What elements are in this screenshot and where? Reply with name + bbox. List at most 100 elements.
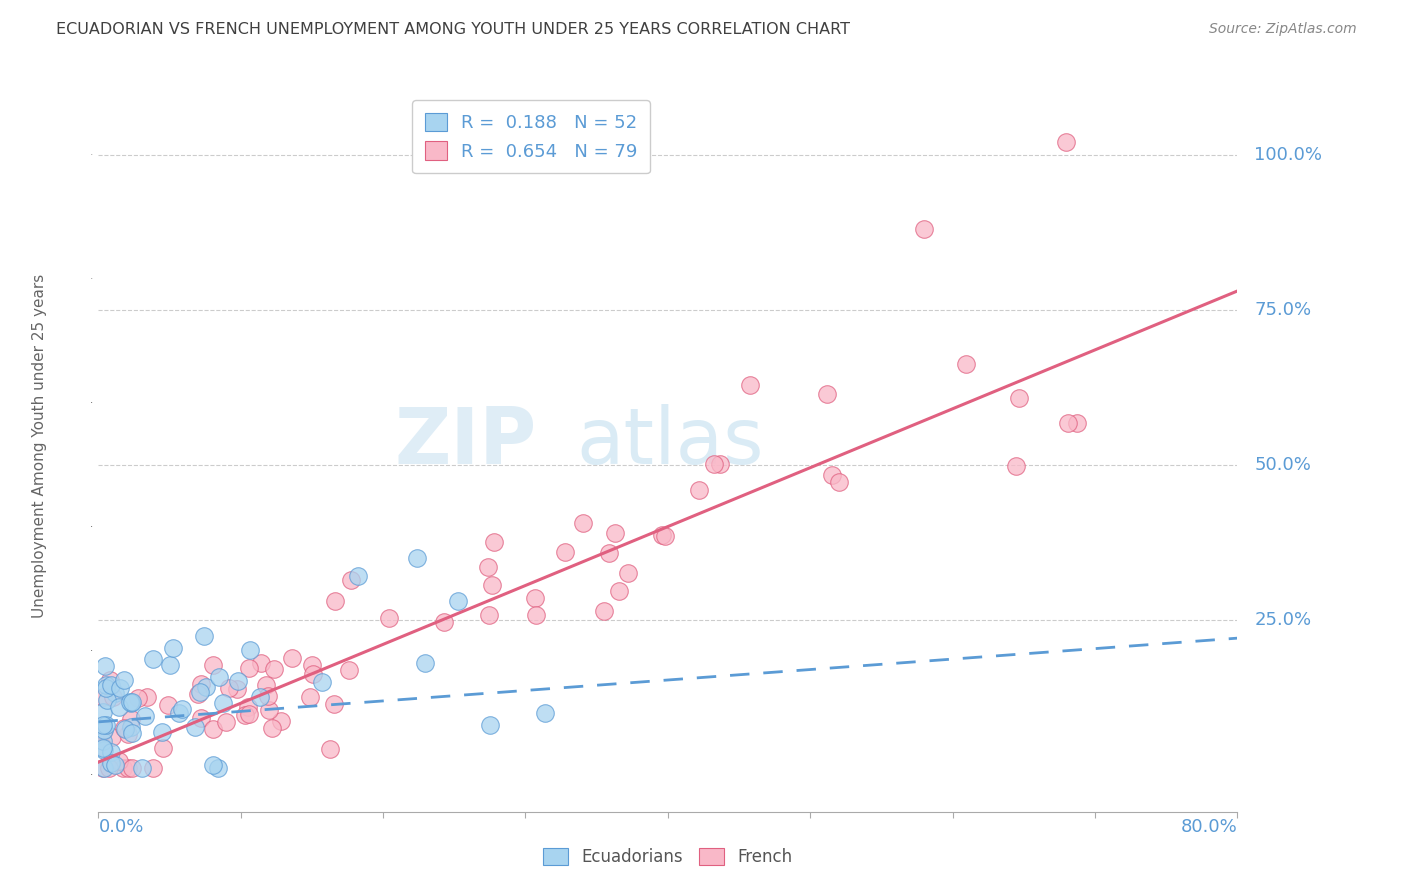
Point <box>821 468 844 483</box>
Point <box>828 475 851 490</box>
Point <box>703 458 725 472</box>
Point <box>117 761 139 775</box>
Point <box>91 718 114 732</box>
Point <box>108 681 131 696</box>
Point <box>260 721 283 735</box>
Point <box>482 534 505 549</box>
Point <box>91 705 114 719</box>
Point <box>238 661 260 675</box>
Point <box>96 692 118 706</box>
Point <box>142 651 165 665</box>
Point <box>534 706 557 720</box>
Point <box>93 723 115 738</box>
Point <box>91 723 114 738</box>
Text: 50.0%: 50.0% <box>1254 456 1312 474</box>
Point <box>108 755 131 769</box>
Text: Source: ZipAtlas.com: Source: ZipAtlas.com <box>1209 22 1357 37</box>
Point <box>117 727 139 741</box>
Text: 100.0%: 100.0% <box>1254 145 1323 163</box>
Point <box>136 690 159 704</box>
Point <box>323 594 346 608</box>
Point <box>120 712 142 726</box>
Point <box>121 761 143 775</box>
Text: atlas: atlas <box>576 404 765 481</box>
Point <box>238 706 260 721</box>
Point <box>212 696 235 710</box>
Point <box>1008 391 1031 405</box>
Point <box>94 658 117 673</box>
Point <box>740 378 762 392</box>
Point <box>406 550 429 565</box>
Point <box>270 714 292 729</box>
Point <box>100 756 122 770</box>
Point <box>524 591 547 605</box>
Point <box>208 670 231 684</box>
Point <box>101 690 124 704</box>
Point <box>91 690 114 705</box>
Text: 80.0%: 80.0% <box>1181 818 1237 836</box>
Point <box>170 702 193 716</box>
Point <box>617 566 640 581</box>
Point <box>433 615 456 629</box>
Point <box>187 687 209 701</box>
Point <box>104 685 127 699</box>
Point <box>654 529 676 543</box>
Point <box>162 641 184 656</box>
Text: 25.0%: 25.0% <box>1254 610 1312 629</box>
Point <box>96 718 118 732</box>
Text: 75.0%: 75.0% <box>1254 301 1312 318</box>
Point <box>100 731 122 745</box>
Point <box>912 222 935 236</box>
Point <box>194 681 217 695</box>
Point <box>592 604 614 618</box>
Point <box>120 695 142 709</box>
Point <box>311 674 333 689</box>
Point <box>955 357 977 371</box>
Point <box>1005 458 1028 473</box>
Text: ZIP: ZIP <box>395 404 537 481</box>
Point <box>202 658 225 673</box>
Point <box>815 386 838 401</box>
Legend: Ecuadorians, French: Ecuadorians, French <box>536 841 800 873</box>
Point <box>127 691 149 706</box>
Point <box>239 643 262 657</box>
Point <box>131 761 153 775</box>
Point <box>263 662 285 676</box>
Point <box>481 578 503 592</box>
Text: 0.0%: 0.0% <box>98 818 143 836</box>
Point <box>94 677 117 691</box>
Point <box>322 697 344 711</box>
Point <box>256 689 278 703</box>
Point <box>107 699 129 714</box>
Point <box>236 700 259 714</box>
Point <box>112 761 135 775</box>
Point <box>121 695 143 709</box>
Point <box>298 690 321 705</box>
Point <box>709 458 731 472</box>
Point <box>249 690 271 705</box>
Point <box>193 629 215 643</box>
Point <box>114 722 136 736</box>
Point <box>120 720 142 734</box>
Point <box>225 681 247 696</box>
Point <box>554 545 576 559</box>
Point <box>159 657 181 672</box>
Point <box>281 651 304 665</box>
Point <box>413 656 436 670</box>
Point <box>100 678 122 692</box>
Point <box>98 673 121 687</box>
Point <box>1056 135 1078 149</box>
Point <box>142 761 165 775</box>
Point <box>598 545 620 559</box>
Point <box>112 673 135 688</box>
Point <box>202 758 225 772</box>
Point <box>651 528 673 542</box>
Point <box>301 658 323 673</box>
Point <box>93 743 115 757</box>
Point <box>254 678 277 692</box>
Point <box>190 677 212 691</box>
Point <box>207 761 229 775</box>
Point <box>688 483 710 497</box>
Point <box>188 685 211 699</box>
Point <box>1066 416 1088 430</box>
